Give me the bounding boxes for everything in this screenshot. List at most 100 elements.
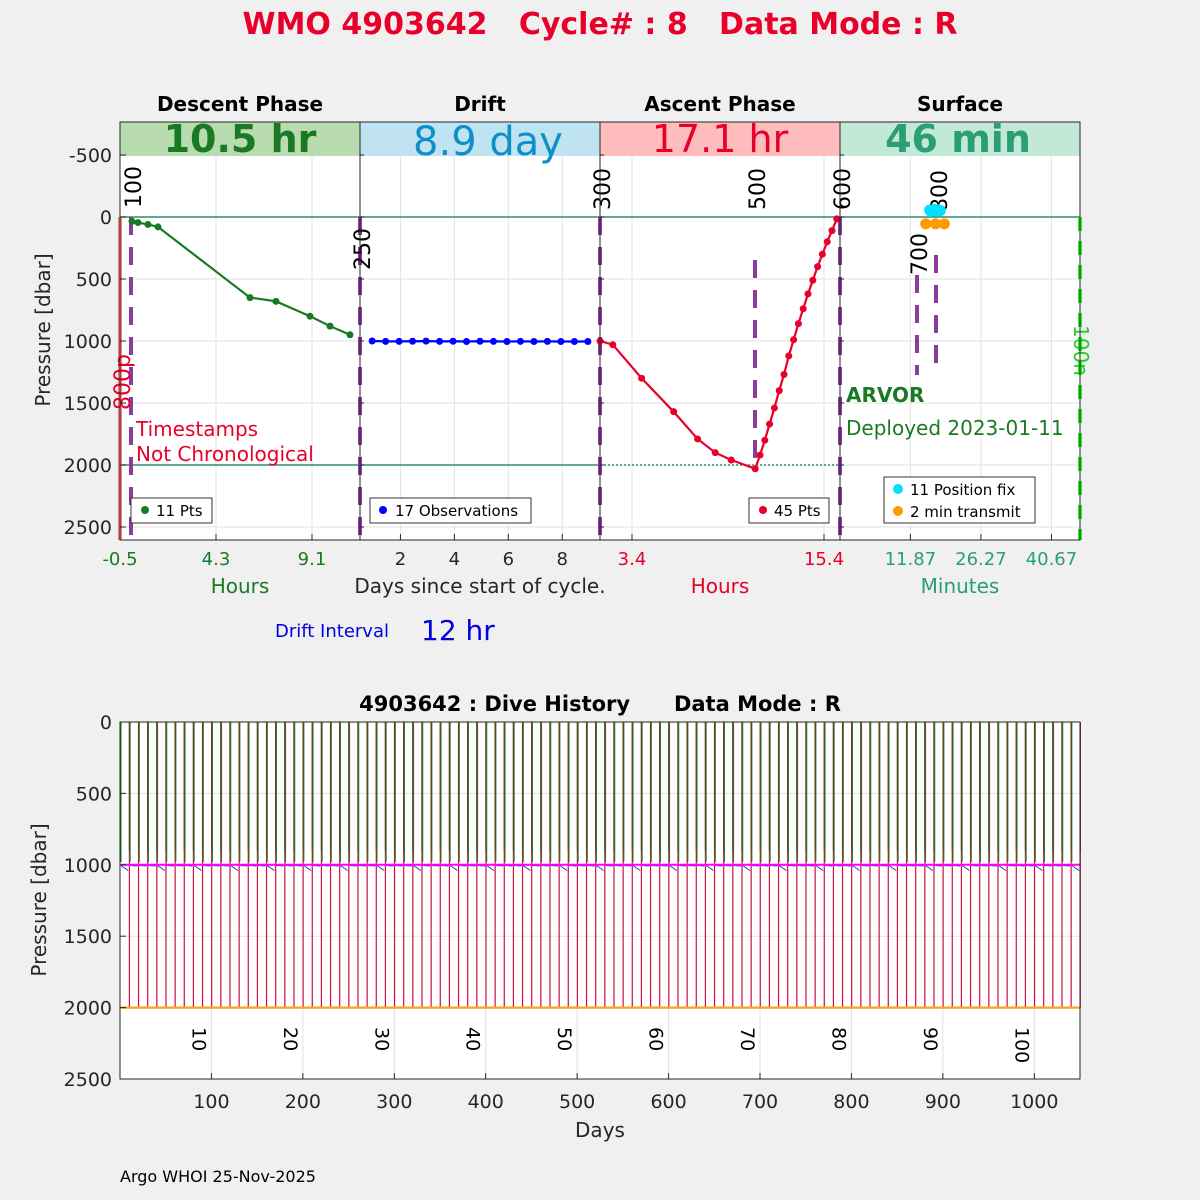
timestamps-note-line1: Timestamps	[135, 417, 258, 441]
history-xtick-label: 700	[742, 1091, 778, 1113]
history-ytick-label: 2000	[64, 998, 112, 1020]
descent-legend: 11 Pts	[130, 497, 213, 524]
drift-point	[436, 337, 444, 345]
descent-point	[346, 331, 354, 339]
drift-phase-title: Drift	[454, 92, 506, 116]
ascent-point	[711, 449, 719, 457]
ascent-point	[756, 451, 764, 459]
history-drift-line	[193, 865, 202, 871]
history-xtick-label: 200	[285, 1091, 321, 1113]
history-series	[120, 722, 1081, 1009]
history-drift-line	[632, 865, 641, 871]
history-cycle-label: 30	[370, 1027, 392, 1051]
history-cycle-label: 20	[279, 1027, 301, 1051]
top-xtick-label: 8	[557, 549, 568, 570]
surface-legend-transmit-marker	[893, 506, 903, 516]
drift-point	[476, 337, 484, 345]
marker-250-label: 250	[351, 228, 376, 270]
ascent-point	[761, 436, 769, 444]
history-drift-line	[998, 865, 1007, 871]
history-cycle-label: 70	[736, 1027, 758, 1051]
surface-legend-transmit-label: 2 min transmit	[910, 503, 1021, 521]
history-drift-line	[486, 865, 495, 871]
drift-axes	[360, 122, 600, 540]
ascent-duration: 17.1 hr	[652, 117, 789, 161]
descent-x-label: Hours	[211, 574, 270, 598]
drift-legend-label: 17 Observations	[395, 502, 518, 520]
drift-legend-marker	[379, 506, 387, 514]
ascent-duration-band	[600, 122, 840, 156]
marker-300-label: 300	[591, 168, 616, 210]
history-drift-line	[449, 865, 458, 871]
history-drift-line	[522, 865, 531, 871]
history-xtick-label: 100	[193, 1091, 229, 1113]
history-xtick-label: 300	[376, 1091, 412, 1113]
top-ytick-label: 500	[76, 269, 112, 291]
surface-axes	[840, 122, 1080, 540]
top-xtick-label: 11.87	[885, 549, 937, 570]
history-drift-line	[596, 865, 604, 871]
ascent-point	[828, 227, 836, 235]
ascent-point	[775, 387, 783, 395]
drift-point	[489, 337, 497, 345]
top-xtick-label: -0.5	[102, 549, 137, 570]
figure-title: WMO 4903642 Cycle# : 8 Data Mode : R	[242, 7, 957, 42]
history-drift-line	[925, 865, 934, 871]
surface-duration-band	[840, 122, 1080, 156]
history-drift-line	[852, 865, 860, 871]
drift-legend: 17 Observations	[369, 497, 532, 524]
drift-interval-label: Drift Interval	[275, 621, 389, 642]
ascent-legend-marker	[759, 506, 767, 514]
ascent-point	[833, 215, 841, 223]
ascent-point	[694, 435, 702, 443]
drift-point	[463, 337, 471, 345]
history-xtick-label: 500	[559, 1091, 595, 1113]
drift-point	[584, 337, 592, 345]
ascent-point	[814, 263, 822, 271]
ascent-point	[770, 404, 778, 412]
ascent-point	[818, 250, 826, 258]
history-drift-line	[705, 865, 714, 871]
surface-x-label: Minutes	[921, 574, 1000, 598]
history-ytick-label: 1000	[64, 855, 112, 877]
history-drift-line	[340, 865, 348, 871]
history-cycle-label: 80	[827, 1027, 849, 1051]
history-cycle-label: 100	[1010, 1027, 1032, 1063]
ascent-x-label: Hours	[691, 574, 750, 598]
history-cycle-label: 60	[645, 1027, 667, 1051]
descent-duration: 10.5 hr	[164, 117, 317, 161]
surface-transmit-point	[920, 218, 932, 230]
history-y-axis: 0 500 1000 1500 2000 2500	[64, 712, 126, 1091]
surface-legend: 11 Position fix 2 min transmit	[883, 476, 1036, 524]
ascent-point	[751, 465, 759, 473]
surface-series	[920, 204, 950, 230]
top-xtick-label: 9.1	[298, 549, 327, 570]
surface-legend-fix-marker	[893, 484, 903, 494]
drift-point	[557, 337, 565, 345]
top-xtick-label: 26.27	[955, 549, 1007, 570]
descent-point	[154, 223, 162, 231]
descent-point	[134, 219, 142, 227]
ascent-point	[799, 305, 807, 313]
history-cycle-label: 10	[187, 1027, 209, 1051]
drift-series	[368, 337, 592, 345]
history-drift-line	[669, 865, 678, 871]
top-ytick-label: 1500	[64, 393, 112, 415]
surface-transmit-point	[938, 218, 950, 230]
timestamps-note-line2: Not Chronological	[136, 442, 314, 466]
cycle-panel: Descent Phase Drift Ascent Phase Surface…	[31, 92, 1093, 647]
top-xtick-label: 6	[503, 549, 514, 570]
top-y-label: Pressure [dbar]	[31, 253, 55, 406]
history-drift-line	[815, 865, 824, 871]
history-drift-line	[120, 865, 129, 871]
history-cycle-label: 50	[553, 1027, 575, 1051]
top-ytick-label: 1000	[64, 331, 112, 353]
history-drift-line	[559, 865, 568, 871]
history-xtick-label: 1000	[1010, 1091, 1058, 1113]
ascent-point	[809, 276, 817, 284]
history-xtick-label: 600	[650, 1091, 686, 1113]
history-drift-line	[1071, 865, 1080, 871]
drift-point	[422, 337, 430, 345]
marker-500-label: 500	[746, 168, 771, 210]
history-cycle-label: 40	[462, 1027, 484, 1051]
